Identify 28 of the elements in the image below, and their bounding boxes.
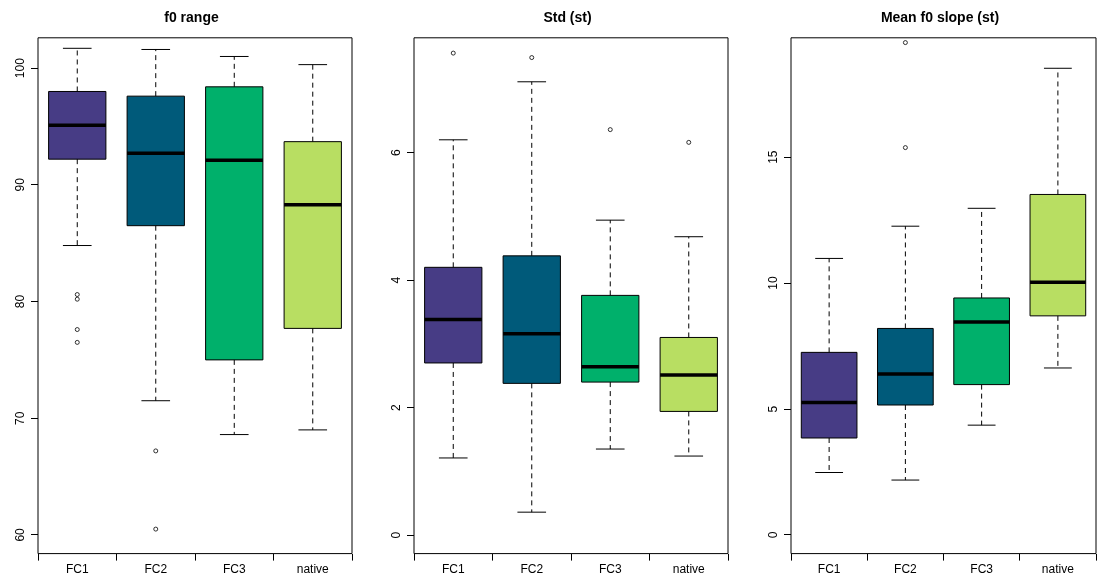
chart-title: Std (st) xyxy=(543,9,592,26)
x-tick-label: FC3 xyxy=(970,562,994,577)
y-tick-label: 10 xyxy=(766,276,781,290)
y-tick-label: 100 xyxy=(13,57,28,79)
x-tick-label: FC1 xyxy=(65,562,89,577)
x-tick-label: FC1 xyxy=(441,562,465,577)
y-tick-label: 80 xyxy=(13,294,28,309)
x-tick-label: FC3 xyxy=(598,562,622,577)
y-tick-label: 4 xyxy=(389,276,404,284)
x-tick-label: FC2 xyxy=(894,562,918,577)
x-tick-label: FC2 xyxy=(144,562,168,577)
x-tick-label: FC1 xyxy=(817,562,841,577)
x-tick-label: native xyxy=(672,562,706,577)
y-tick-label: 90 xyxy=(13,177,28,192)
y-tick-label: 6 xyxy=(389,148,404,156)
x-tick-label: FC2 xyxy=(520,562,544,577)
x-tick-label: FC3 xyxy=(222,562,246,577)
y-tick-label: 70 xyxy=(13,411,28,425)
chart-title: f0 range xyxy=(164,9,219,26)
y-tick-label: 0 xyxy=(389,531,404,539)
y-tick-label: 2 xyxy=(389,403,404,411)
chart-title: Mean f0 slope (st) xyxy=(880,9,1000,26)
x-tick-label: native xyxy=(296,562,330,577)
y-tick-label: 5 xyxy=(766,405,781,413)
x-tick-label: native xyxy=(1041,562,1075,577)
y-tick-label: 0 xyxy=(766,531,781,539)
y-tick-label: 15 xyxy=(766,150,781,164)
y-tick-label: 60 xyxy=(13,527,28,542)
